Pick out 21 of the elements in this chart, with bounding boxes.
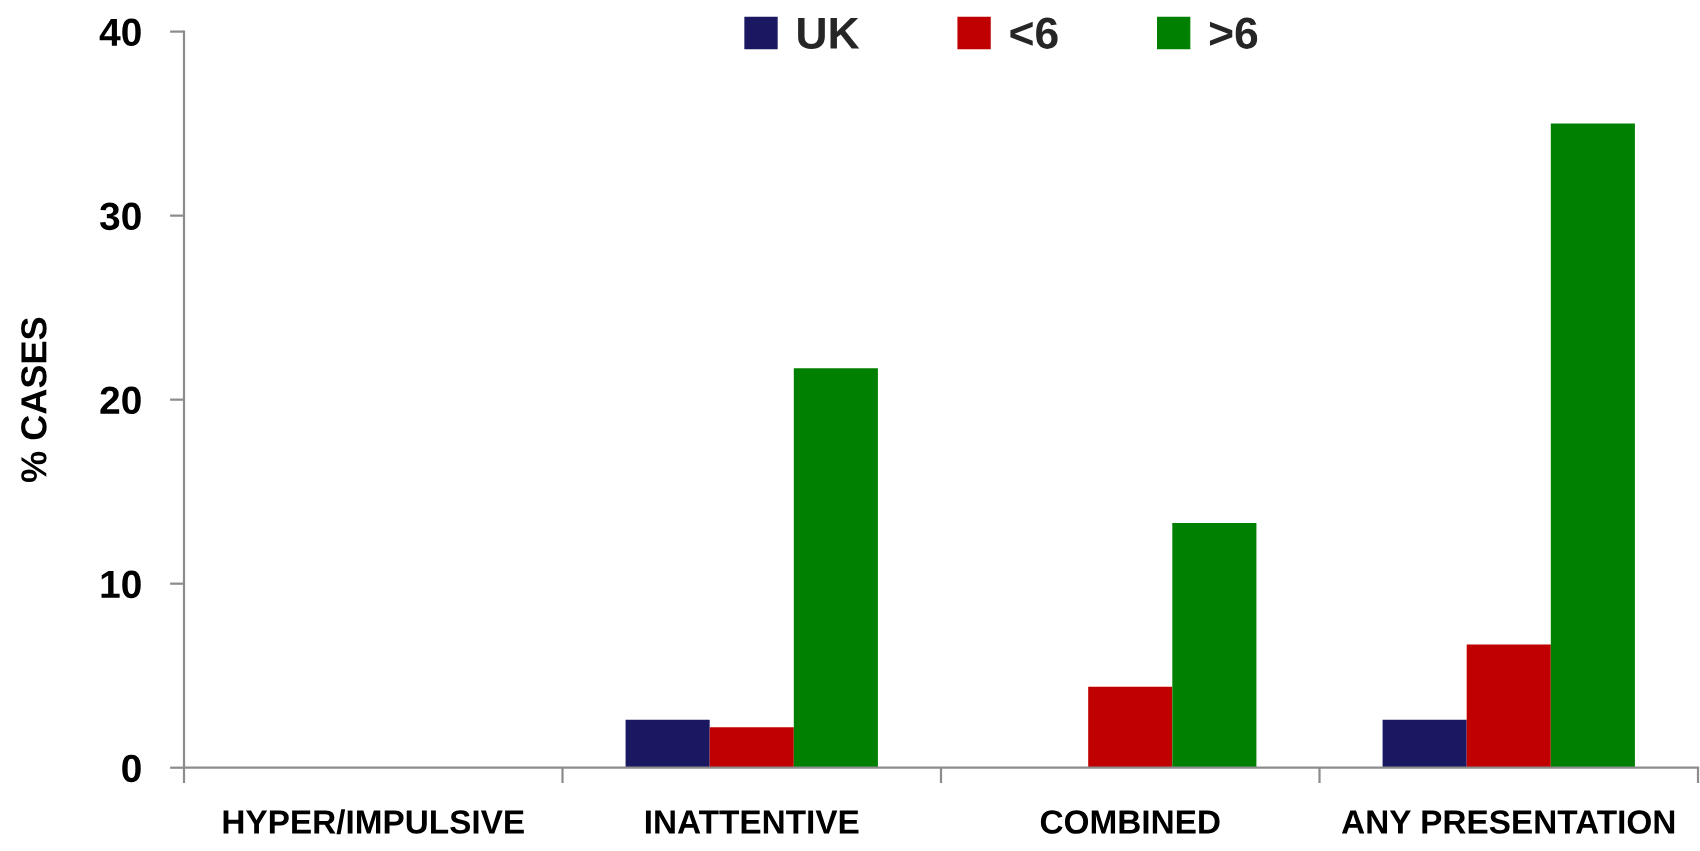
y-tick-label: 40 [99, 18, 141, 47]
legend-label: <6 [1010, 17, 1058, 49]
bar [1382, 719, 1467, 768]
legend-label: >6 [1209, 17, 1258, 49]
y-tick-label: 0 [122, 754, 141, 783]
x-tick-label: COMBINED [1040, 810, 1220, 834]
bar [1172, 522, 1257, 768]
y-tick-label: 20 [100, 386, 141, 415]
bar [793, 368, 878, 768]
y-tick-label: 30 [99, 202, 141, 231]
bar [1550, 123, 1635, 768]
x-tick-label: HYPER/IMPULSIVE [223, 809, 524, 835]
bar [1088, 686, 1173, 768]
legend-label: UK [798, 17, 860, 49]
y-axis-title: % CASES [21, 317, 47, 483]
bar [709, 727, 794, 768]
y-tick-label: 10 [101, 570, 141, 599]
x-tick-label: ANY PRESENTATION [1341, 810, 1675, 834]
x-tick-label: INATTENTIVE [645, 810, 859, 834]
bar [1466, 644, 1551, 768]
bar [625, 719, 710, 768]
